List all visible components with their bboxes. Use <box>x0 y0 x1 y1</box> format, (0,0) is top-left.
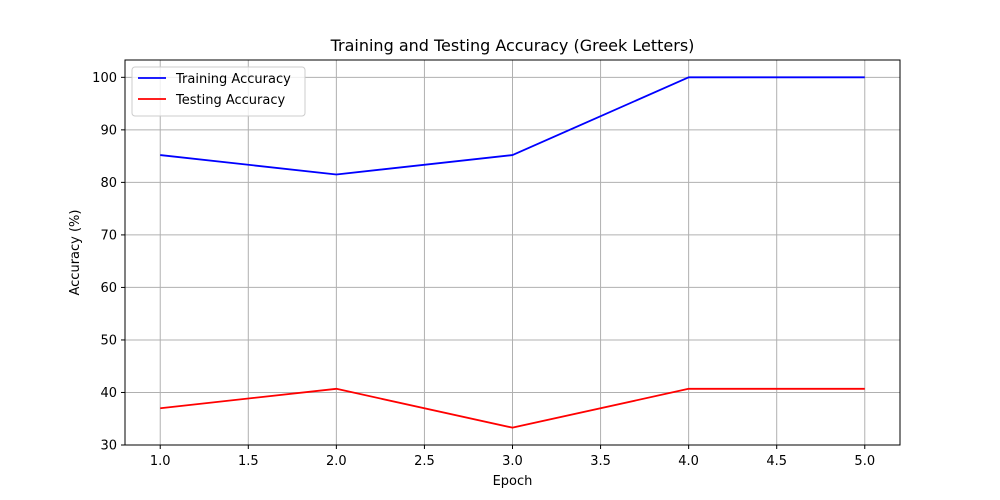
x-tick-label: 1.5 <box>238 454 259 469</box>
legend: Training Accuracy Testing Accuracy <box>131 66 306 117</box>
x-tick-label: 4.0 <box>678 454 699 469</box>
y-tick-label: 50 <box>100 333 117 348</box>
x-axis-label: Epoch <box>493 474 533 489</box>
y-axis-label: Accuracy (%) <box>68 210 83 296</box>
y-tick-label: 80 <box>100 176 117 191</box>
y-tick-label: 30 <box>100 439 117 454</box>
x-tick-label: 5.0 <box>854 454 875 469</box>
y-tick-label: 90 <box>100 123 117 138</box>
chart-title: Training and Testing Accuracy (Greek Let… <box>330 36 695 55</box>
x-tick-label: 2.0 <box>326 454 347 469</box>
x-axis-ticks: 1.0 1.5 2.0 2.5 3.0 3.5 4.0 4.5 5.0 <box>150 445 875 469</box>
y-axis-ticks: 30 40 50 60 70 80 90 100 <box>92 71 125 454</box>
y-tick-label: 40 <box>100 386 117 401</box>
grid <box>125 60 900 446</box>
x-tick-label: 4.5 <box>766 454 787 469</box>
legend-label: Testing Accuracy <box>175 93 285 108</box>
x-tick-label: 1.0 <box>150 454 171 469</box>
legend-label: Training Accuracy <box>175 72 291 87</box>
series-lines <box>160 76 865 429</box>
legend-box <box>131 66 306 117</box>
x-tick-label: 3.0 <box>502 454 523 469</box>
y-tick-label: 70 <box>100 228 117 243</box>
y-tick-label: 100 <box>92 71 117 86</box>
y-tick-label: 60 <box>100 281 117 296</box>
x-tick-label: 3.5 <box>590 454 611 469</box>
x-tick-label: 2.5 <box>414 454 435 469</box>
